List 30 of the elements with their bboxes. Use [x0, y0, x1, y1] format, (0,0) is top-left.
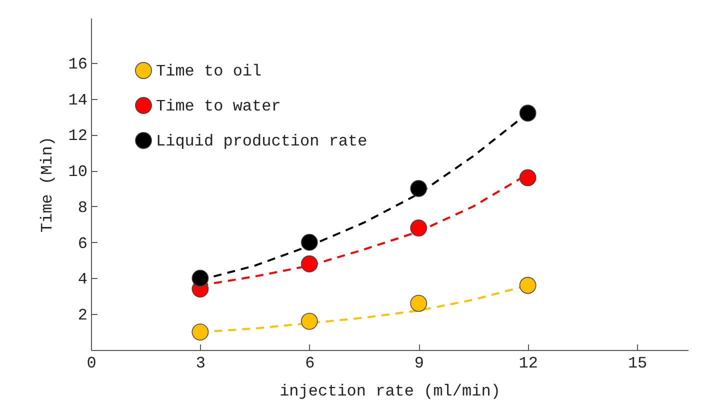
- point: [300, 312, 318, 330]
- y-tick-label: 4: [78, 270, 88, 289]
- x-tick-label: 15: [628, 354, 648, 372]
- legend-label: Time to oil: [156, 62, 262, 80]
- x-tick-label: 0: [86, 354, 96, 372]
- y-tick-label: 12: [68, 127, 88, 146]
- y-tick-label: 16: [68, 55, 88, 74]
- y-tick-label: 6: [78, 234, 88, 253]
- legend-label: Liquid production rate: [156, 132, 368, 150]
- point: [410, 220, 428, 236]
- y-tick-label: 14: [68, 91, 88, 110]
- y-tick-label: 8: [78, 198, 88, 217]
- point: [192, 324, 209, 340]
- point: [300, 255, 318, 272]
- x-tick-label: 12: [518, 354, 538, 372]
- x-axis-title: injection rate (ml/min): [280, 382, 500, 400]
- x-tick-label: 9: [414, 354, 424, 372]
- point: [519, 169, 536, 186]
- point: [300, 234, 318, 251]
- point: [192, 270, 209, 287]
- point: [410, 294, 428, 312]
- point: [410, 180, 428, 197]
- point: [519, 104, 536, 122]
- y-tick-label: 2: [78, 306, 88, 325]
- y-axis-title: Time (Min): [38, 136, 56, 233]
- x-tick-label: 3: [196, 354, 206, 372]
- legend-label: Time to water: [156, 98, 281, 116]
- point: [519, 276, 536, 294]
- y-tick-label: 10: [68, 163, 88, 182]
- x-tick-label: 6: [305, 354, 315, 372]
